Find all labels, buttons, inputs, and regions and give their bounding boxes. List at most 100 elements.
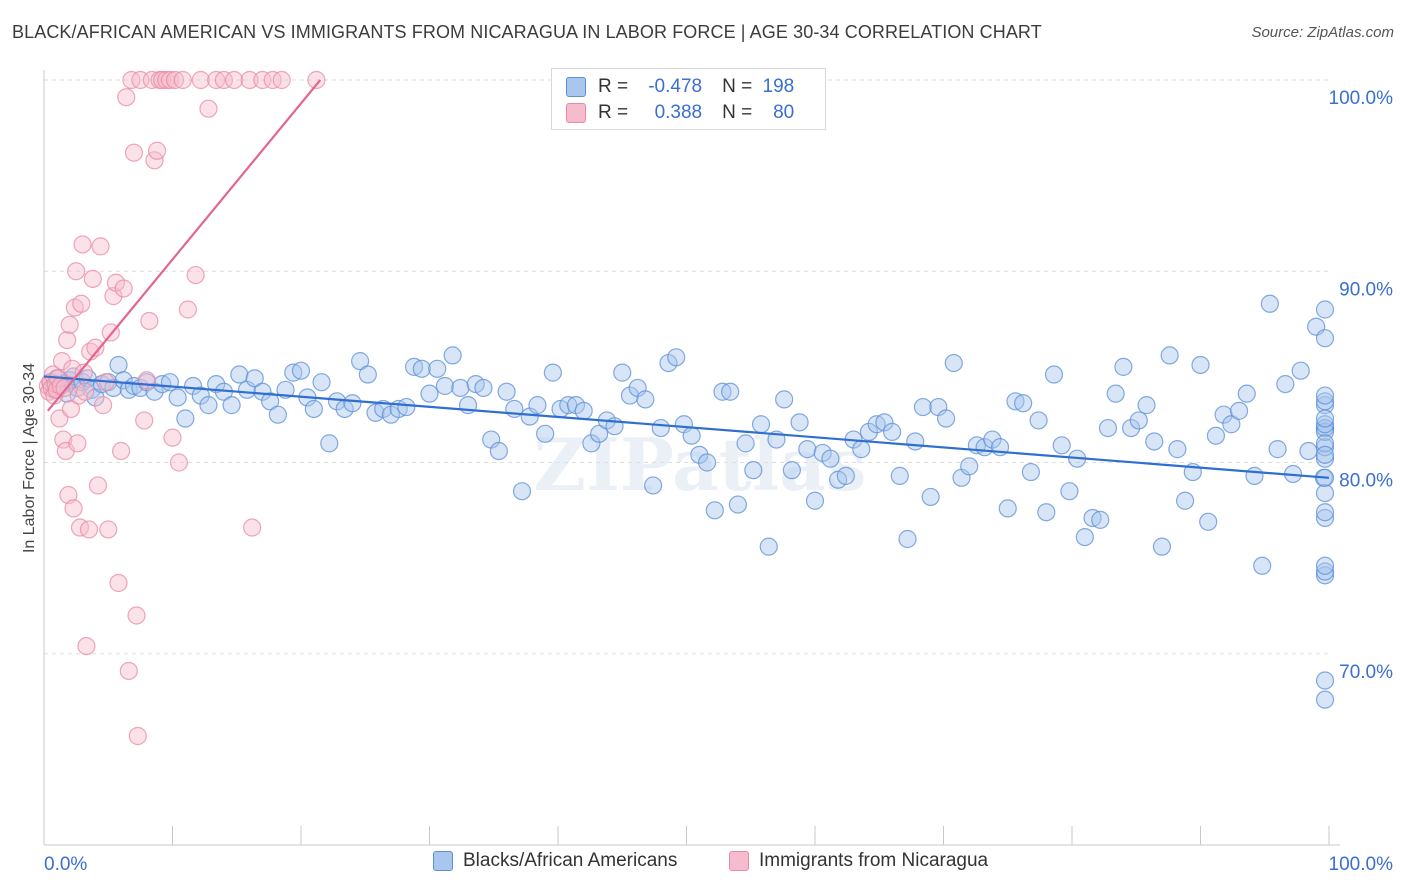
blue-point [1098,418,1118,438]
blue-point [1052,436,1071,455]
blue-point [620,386,640,405]
blue-point [497,382,516,401]
blue-point [397,397,416,417]
blue-point [1245,466,1264,485]
pink-point [163,428,182,447]
pink-point [61,399,81,419]
legend-item-nicaragua[interactable]: Immigrants from Nicaragua [729,850,988,872]
blue-point [852,440,871,459]
blue-point [543,363,562,382]
y-tick-label: 90.0% [1339,279,1393,300]
pink-point [119,661,138,681]
blue-point [751,415,771,434]
blue-point [936,409,956,428]
pink-point [59,485,78,505]
blue-point [428,359,447,378]
blue-point [1268,440,1287,459]
blue-point [636,390,655,409]
pink-point [74,363,93,382]
tick-labels: 100.0% 90.0% 80.0% 70.0% 0.0% 100.0% [43,88,1394,875]
blue-point [875,413,894,432]
pink-point [147,141,167,160]
pink-point [240,70,259,90]
blue-point [1114,357,1133,376]
blue-point [1315,386,1335,405]
blue-point [1237,384,1256,403]
pink-point [64,499,83,518]
blue-point [183,376,203,396]
blue-point [1160,346,1179,365]
blue-point [222,396,241,415]
stats-r-label: R = [598,102,629,123]
blue-point [1276,374,1295,394]
pink-point [79,520,99,539]
blue-point [1315,329,1335,348]
pink-point [153,70,172,90]
blue-point [713,382,732,401]
blue-point [245,369,264,388]
pink-point [137,371,156,390]
legend-label: Immigrants from Nicaragua [759,850,989,871]
blue-point [191,386,210,405]
blue-point [1129,411,1148,430]
blue-point [1060,482,1079,501]
blue-point [728,495,748,514]
pink-point [178,300,198,319]
blue-point [1299,441,1318,461]
blue-point [960,457,979,476]
source-label: Source: ZipAtlas.com [1251,24,1394,41]
pink-point [73,235,92,254]
blue-point [1091,510,1110,529]
pink-point [58,331,77,350]
blue-point [1291,361,1310,380]
pink-point [60,315,79,334]
blue-point [836,466,855,485]
pink-point [70,518,90,537]
pink-point [109,573,128,593]
blue-point [420,384,439,403]
pink-point [63,359,82,378]
pink-point [77,636,96,656]
blue-point [882,422,902,441]
blue-point [1199,512,1218,531]
pink-point [173,70,192,90]
blue-point [412,359,431,378]
pink-point [91,237,110,256]
pink-point [88,476,108,495]
x-tick-label: 0.0% [44,854,87,875]
blue-point [291,361,311,380]
blue-point [574,401,593,420]
blue-point [261,392,280,411]
axes [43,70,1340,846]
pink-legend-icon [729,851,749,871]
blue-point [643,476,663,495]
blue-point [983,430,1002,449]
pink-point [214,70,233,90]
blue-point [1315,409,1335,428]
blue-point [790,413,809,432]
blue-point [489,441,508,461]
blue-point [1037,503,1056,522]
blue-point [199,396,218,415]
blue-point [528,396,547,415]
y-tick-label: 100.0% [1329,88,1394,109]
blue-point [474,378,493,398]
stats-n-label: N = [722,102,753,123]
pink-point [86,338,105,357]
blue-point [358,365,377,384]
blue-point [1315,415,1335,434]
pink-point [111,441,131,461]
blue-point [1229,401,1249,420]
x-tick-label: 100.0% [1329,854,1394,875]
blue-point [651,418,670,438]
blue-point [682,426,701,445]
legend-item-blacks[interactable]: Blacks/African Americans [433,850,677,872]
pink-point [135,411,154,430]
pink-point [68,434,87,453]
series-legend: Blacks/African Americans Immigrants from… [0,850,1406,880]
blue-point [736,434,755,453]
blue-point [590,424,609,443]
blue-point [705,501,724,520]
blue-point [613,363,632,382]
blue-point [207,374,226,394]
